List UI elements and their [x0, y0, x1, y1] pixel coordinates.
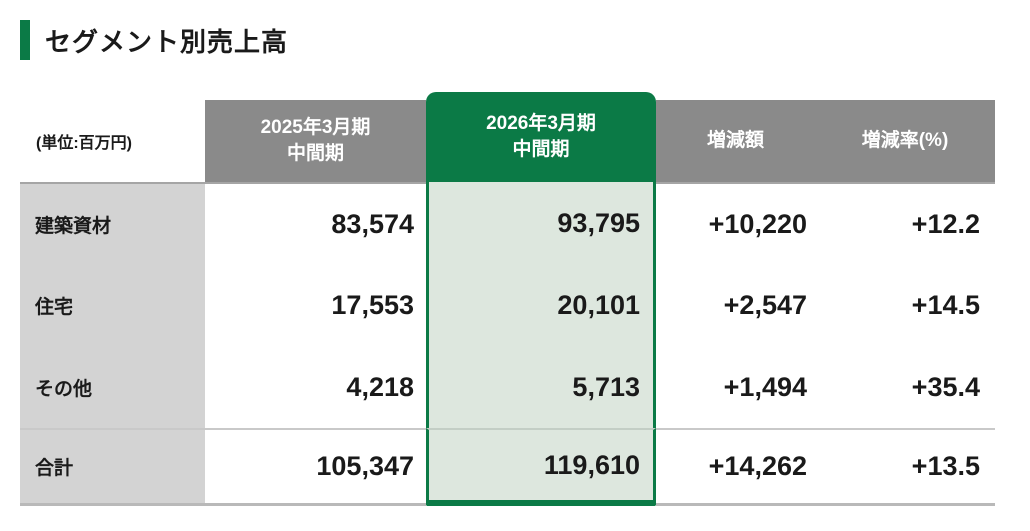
unit-label: (単位:百万円) [20, 100, 205, 182]
cell-prior-other: 4,218 [205, 346, 426, 428]
total-cell-current: 119,610 [426, 428, 656, 506]
cell-change-other: +1,494 [656, 346, 815, 428]
current-period-line1: 2026年3月期 [486, 113, 596, 135]
col-header-prior-period: 2025年3月期 中間期 [205, 100, 426, 182]
total-cell-prior: 105,347 [205, 428, 426, 506]
cell-change-building-materials: +10,220 [656, 182, 815, 264]
prior-period-line1: 2025年3月期 [260, 117, 371, 139]
prior-period-line2: 中間期 [286, 143, 344, 164]
cell-current-housing: 20,101 [426, 264, 656, 346]
total-cell-change: +14,262 [656, 428, 815, 506]
current-period-line2: 中間期 [512, 139, 570, 160]
row-label-housing: 住宅 [20, 264, 205, 346]
total-row-label: 合計 [20, 428, 205, 506]
cell-prior-housing: 17,553 [205, 264, 426, 346]
cell-current-building-materials: 93,795 [426, 182, 656, 264]
row-label-other: その他 [20, 346, 205, 428]
row-label-building-materials: 建築資材 [20, 182, 205, 264]
cell-prior-building-materials: 83,574 [205, 182, 426, 264]
cell-rate-building-materials: +12.2 [815, 182, 995, 264]
segment-sales-table: (単位:百万円) 2025年3月期 中間期 2026年3月期 中間期 増減額 増… [20, 92, 995, 506]
cell-change-housing: +2,547 [656, 264, 815, 346]
col-header-change-amount: 増減額 [656, 100, 815, 182]
cell-current-other: 5,713 [426, 346, 656, 428]
title-accent-bar [20, 20, 30, 60]
page-title: セグメント別売上高 [45, 26, 289, 57]
cell-rate-housing: +14.5 [815, 264, 995, 346]
slide-header: セグメント別売上高 [20, 20, 288, 60]
col-header-current-period-highlight: 2026年3月期 中間期 [426, 92, 656, 182]
cell-rate-other: +35.4 [815, 346, 995, 428]
col-header-change-rate: 増減率(%) [815, 100, 995, 182]
total-cell-rate: +13.5 [815, 428, 995, 506]
